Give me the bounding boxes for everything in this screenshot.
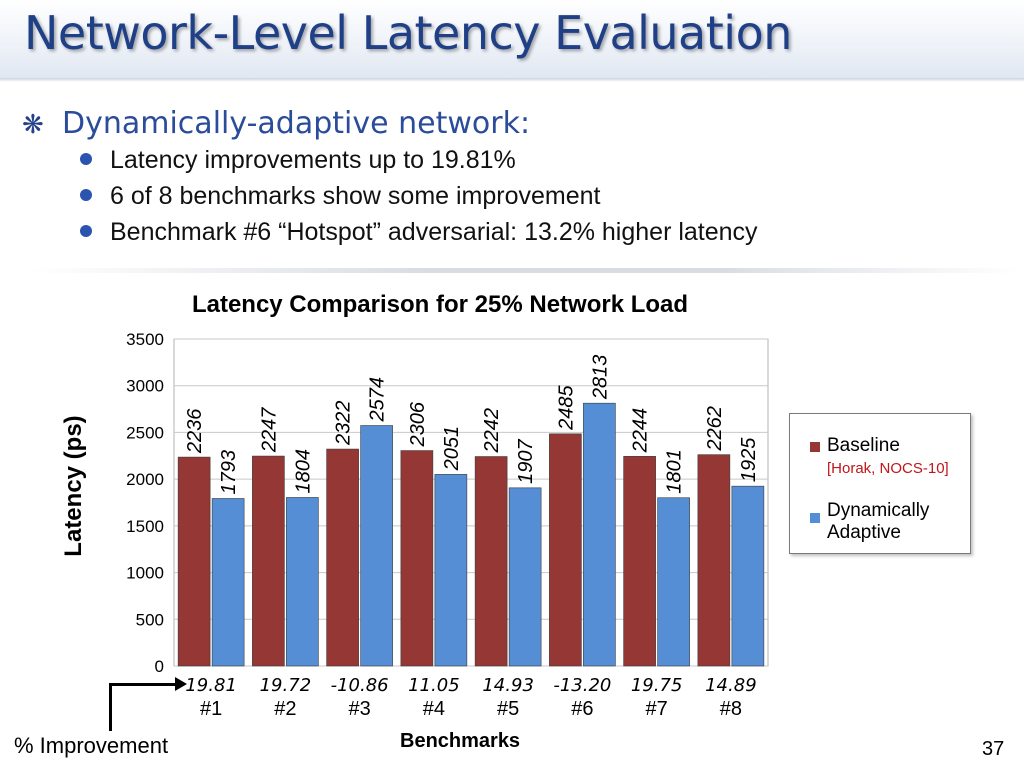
- bar-baseline: [549, 433, 582, 667]
- data-label: 1925: [738, 437, 760, 482]
- data-label: 1907: [515, 438, 537, 483]
- arrow-right-icon: [175, 677, 187, 691]
- legend-swatch-baseline: [810, 442, 820, 452]
- sub-bullet-text: Benchmark #6 “Hotspot” adversarial: 13.2…: [110, 218, 758, 246]
- data-label: 1804: [292, 449, 314, 494]
- legend-citation: [Horak, NOCS-10]: [827, 460, 949, 477]
- improvement-value: -10.86: [331, 675, 389, 696]
- improvement-value: 11.05: [408, 675, 460, 696]
- data-label: 1801: [664, 449, 686, 494]
- chart-title: Latency Comparison for 25% Network Load: [191, 291, 689, 318]
- sub-bullet-text: 6 of 8 benchmarks show some improvement: [110, 182, 601, 210]
- bullet-list: ❋ Dynamically-adaptive network: Latency i…: [22, 106, 758, 249]
- x-tick-label: #6: [571, 698, 593, 720]
- y-tick-label: 1000: [126, 564, 164, 583]
- data-label: 2244: [630, 408, 652, 454]
- page-number: 37: [982, 738, 1005, 760]
- asterisk-bullet-icon: ❋: [22, 110, 44, 140]
- sub-bullet: 6 of 8 benchmarks show some improvement: [80, 179, 758, 213]
- x-axis-label: Benchmarks: [400, 730, 521, 752]
- improvement-label: % Improvement: [14, 733, 169, 758]
- y-tick-label: 2500: [126, 423, 164, 442]
- bar-baseline: [400, 450, 434, 667]
- legend-label-baseline: Baseline: [827, 435, 900, 456]
- y-tick-label: 3000: [126, 377, 164, 396]
- bar-adaptive: [286, 497, 319, 667]
- improvement-value: 14.93: [482, 675, 534, 696]
- improvement-value: 19.72: [260, 675, 312, 696]
- data-label: 2306: [407, 401, 429, 447]
- bar-baseline: [623, 456, 656, 667]
- x-tick-label: #7: [646, 698, 668, 720]
- data-label: 2051: [441, 426, 463, 472]
- data-label: 2322: [333, 401, 355, 447]
- bar-adaptive: [434, 474, 468, 667]
- bar-adaptive: [360, 425, 393, 667]
- data-label: 2236: [184, 408, 206, 454]
- x-tick-label: #2: [274, 698, 296, 720]
- bar-baseline: [474, 456, 508, 667]
- y-tick-label: 2000: [126, 470, 164, 489]
- improvement-value: 19.81: [185, 675, 237, 696]
- legend-swatch-adaptive: [810, 513, 820, 523]
- legend-label-adaptive: Dynamically Adaptive: [827, 500, 930, 543]
- dot-bullet-icon: [80, 153, 92, 165]
- x-tick-label: #1: [200, 698, 222, 720]
- bar-baseline: [252, 455, 285, 667]
- sub-bullet: Latency improvements up to 19.81%: [80, 143, 758, 177]
- bar-adaptive: [508, 487, 542, 667]
- data-label: 2242: [481, 408, 503, 454]
- y-tick-label: 500: [136, 610, 164, 629]
- data-label: 2485: [555, 384, 577, 430]
- y-tick-label: 3500: [126, 330, 164, 349]
- chart-legend: Baseline [Horak, NOCS-10] Dynamically Ad…: [789, 413, 971, 554]
- sub-bullet-text: Latency improvements up to 19.81%: [110, 146, 516, 174]
- data-label: 2262: [704, 406, 726, 452]
- bar-adaptive: [657, 497, 690, 667]
- y-tick-label: 1500: [126, 517, 164, 536]
- bar-baseline: [326, 448, 359, 667]
- dot-bullet-icon: [80, 189, 92, 201]
- main-bullet: ❋ Dynamically-adaptive network:: [22, 106, 700, 141]
- main-bullet-text: Dynamically-adaptive network:: [62, 106, 531, 141]
- improvement-value: 14.89: [705, 675, 757, 696]
- dot-bullet-icon: [80, 225, 92, 237]
- data-label: 2574: [367, 377, 389, 423]
- x-tick-label: #5: [497, 698, 519, 720]
- bar-adaptive: [211, 498, 245, 667]
- improvement-arrow-stem: [109, 683, 112, 731]
- improvement-value: 19.75: [631, 675, 683, 696]
- data-label: 2247: [258, 407, 280, 453]
- improvement-arrow-shaft: [109, 683, 177, 686]
- bar-baseline: [697, 454, 731, 667]
- y-tick-label: 0: [155, 657, 164, 676]
- sub-bullet: Benchmark #6 “Hotspot” adversarial: 13.2…: [80, 215, 758, 249]
- x-tick-label: #3: [349, 698, 371, 720]
- title-band: [0, 0, 1024, 82]
- x-tick-label: #4: [423, 698, 445, 720]
- data-label: 2813: [589, 355, 611, 401]
- separator-line: [30, 268, 1020, 273]
- data-label: 1793: [218, 450, 240, 495]
- x-tick-label: #8: [720, 698, 742, 720]
- slide-title: Network-Level Latency Evaluation: [24, 6, 792, 60]
- bar-baseline: [177, 456, 211, 667]
- bar-adaptive: [583, 402, 616, 667]
- improvement-value: -13.20: [553, 675, 611, 696]
- bar-adaptive: [731, 485, 765, 667]
